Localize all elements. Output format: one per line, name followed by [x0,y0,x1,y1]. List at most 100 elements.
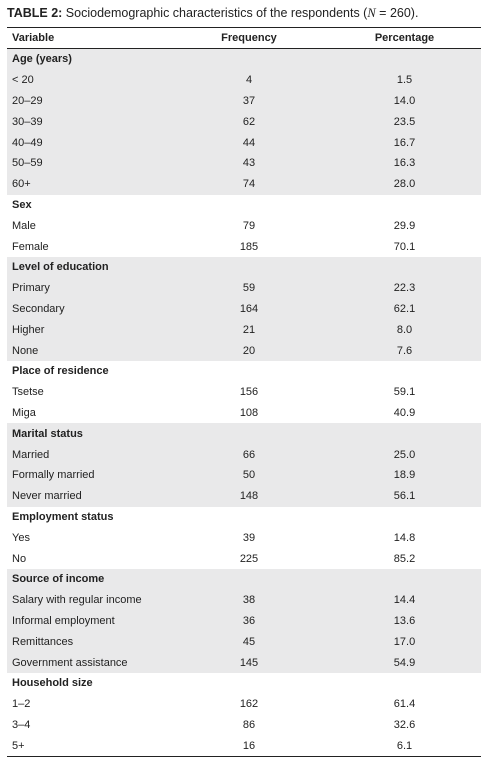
row-frequency: 43 [242,157,256,170]
row-frequency: 21 [242,323,256,336]
table-row: Miga 108 40.9 [7,403,481,424]
table-row: 5+ 16 6.1 [7,735,481,757]
table-row: Tsetse 156 59.1 [7,382,481,403]
row-label: Female [12,240,49,253]
row-label: No [12,552,27,565]
table-row: < 20 4 1.5 [7,69,481,91]
row-percentage: 85.2 [393,552,416,565]
section-title: Age (years) [12,53,72,66]
header-frequency: Frequency [221,32,277,44]
section-title: Source of income [12,573,105,586]
row-frequency: 225 [239,552,259,565]
table-caption: TABLE 2: Sociodemographic characteristic… [7,5,481,21]
row-percentage: 56.1 [393,490,416,503]
caption-text: Sociodemographic characteristics of the … [62,6,368,20]
row-frequency: 185 [239,240,259,253]
caption-n-value: = 260). [375,6,419,20]
header-percentage: Percentage [374,32,435,44]
row-percentage: 22.3 [393,282,416,295]
row-label: 20–29 [12,94,43,107]
row-frequency: 16 [242,739,256,752]
row-percentage: 6.1 [396,739,413,752]
row-label: None [12,344,39,357]
row-frequency: 148 [239,490,259,503]
section-title: Household size [12,677,93,690]
section-title: Place of residence [12,365,109,378]
row-percentage: 7.6 [396,344,413,357]
row-label: 5+ [12,739,25,752]
row-label: 3–4 [12,718,31,731]
row-label: Salary with regular income [12,594,142,607]
row-percentage: 70.1 [393,240,416,253]
row-label: Miga [12,406,36,419]
row-percentage: 16.7 [393,136,416,149]
row-label: 50–59 [12,157,43,170]
table-row: No 225 85.2 [7,548,481,569]
table-row: 20–29 37 14.0 [7,90,481,112]
row-percentage: 54.9 [393,656,416,669]
section-title: Level of education [12,261,109,274]
row-percentage: 14.0 [393,94,416,107]
row-label: < 20 [12,74,34,87]
table-row: 3–4 86 32.6 [7,715,481,736]
row-label: 1–2 [12,698,31,711]
section-row: Place of residence [7,361,481,382]
row-label: Formally married [12,469,95,482]
row-label: 40–49 [12,136,43,149]
row-percentage: 40.9 [393,406,416,419]
row-percentage: 29.9 [393,219,416,232]
row-frequency: 62 [242,115,256,128]
row-label: Remittances [12,635,74,648]
row-label: Informal employment [12,614,115,627]
row-label: Yes [12,531,30,544]
row-label: Married [12,448,50,461]
table-row: Yes 39 14.8 [7,527,481,548]
table-row: Salary with regular income 38 14.4 [7,589,481,611]
table-row: Secondary 164 62.1 [7,298,481,320]
row-percentage: 25.0 [393,448,416,461]
row-frequency: 86 [242,718,256,731]
table-row: Higher 21 8.0 [7,319,481,341]
section-title: Marital status [12,427,83,440]
row-frequency: 59 [242,282,256,295]
row-frequency: 79 [242,219,256,232]
caption-n-symbol: N [367,6,376,20]
row-label: Never married [12,490,82,503]
header-row: Variable Frequency Percentage [7,27,481,49]
row-frequency: 164 [239,302,259,315]
table-row: Never married 148 56.1 [7,485,481,507]
row-percentage: 14.4 [393,594,416,607]
row-frequency: 66 [242,448,256,461]
table-row: Government assistance 145 54.9 [7,652,481,673]
sociodemographic-table: Variable Frequency Percentage Age (years… [7,27,481,757]
table-row: None 20 7.6 [7,340,481,361]
table-row: 1–2 162 61.4 [7,694,481,715]
row-percentage: 32.6 [393,718,416,731]
row-frequency: 20 [242,344,256,357]
table-row: 40–49 44 16.7 [7,132,481,153]
row-frequency: 145 [239,656,259,669]
section-row: Sex [7,195,481,216]
row-label: Primary [12,282,50,295]
row-frequency: 44 [242,136,256,149]
table-row: 30–39 62 23.5 [7,111,481,133]
table-number: TABLE 2: [7,6,63,20]
row-label: Male [12,219,36,232]
section-row: Source of income [7,568,481,590]
section-row: Age (years) [7,48,481,70]
table-row: Remittances 45 17.0 [7,631,481,653]
row-frequency: 39 [242,531,256,544]
row-label: 60+ [12,178,31,191]
row-frequency: 108 [239,406,259,419]
row-label: Government assistance [12,656,128,669]
section-row: Level of education [7,256,481,278]
row-frequency: 4 [245,74,253,87]
row-frequency: 162 [239,698,259,711]
row-percentage: 16.3 [393,157,416,170]
row-percentage: 61.4 [393,698,416,711]
row-frequency: 156 [239,386,259,399]
table-row: 60+ 74 28.0 [7,173,481,195]
row-percentage: 18.9 [393,469,416,482]
table-row: Female 185 70.1 [7,236,481,257]
table-body: Age (years) < 20 4 1.5 20–29 37 14.0 30–39 62 23.… [7,48,481,757]
